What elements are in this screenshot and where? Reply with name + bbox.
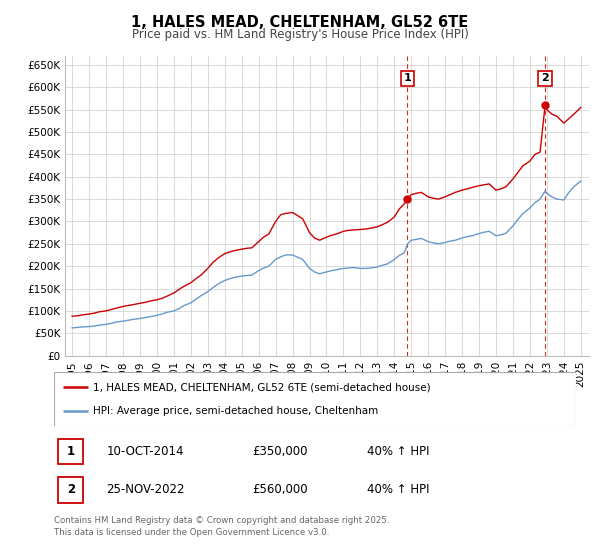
- Text: 1, HALES MEAD, CHELTENHAM, GL52 6TE (semi-detached house): 1, HALES MEAD, CHELTENHAM, GL52 6TE (sem…: [93, 382, 431, 393]
- Text: 1: 1: [404, 73, 412, 83]
- FancyBboxPatch shape: [58, 438, 83, 464]
- Text: 10-OCT-2014: 10-OCT-2014: [106, 445, 184, 458]
- Text: Contains HM Land Registry data © Crown copyright and database right 2025.
This d: Contains HM Land Registry data © Crown c…: [54, 516, 389, 537]
- Text: 1, HALES MEAD, CHELTENHAM, GL52 6TE: 1, HALES MEAD, CHELTENHAM, GL52 6TE: [131, 15, 469, 30]
- Text: 25-NOV-2022: 25-NOV-2022: [106, 483, 185, 496]
- Text: 40% ↑ HPI: 40% ↑ HPI: [367, 445, 430, 458]
- Text: Price paid vs. HM Land Registry's House Price Index (HPI): Price paid vs. HM Land Registry's House …: [131, 28, 469, 41]
- FancyBboxPatch shape: [58, 477, 83, 503]
- Text: 2: 2: [541, 73, 549, 83]
- Text: HPI: Average price, semi-detached house, Cheltenham: HPI: Average price, semi-detached house,…: [93, 405, 379, 416]
- Text: £350,000: £350,000: [253, 445, 308, 458]
- Text: 1: 1: [67, 445, 75, 458]
- Text: 2: 2: [67, 483, 75, 496]
- Text: £560,000: £560,000: [253, 483, 308, 496]
- Text: 40% ↑ HPI: 40% ↑ HPI: [367, 483, 430, 496]
